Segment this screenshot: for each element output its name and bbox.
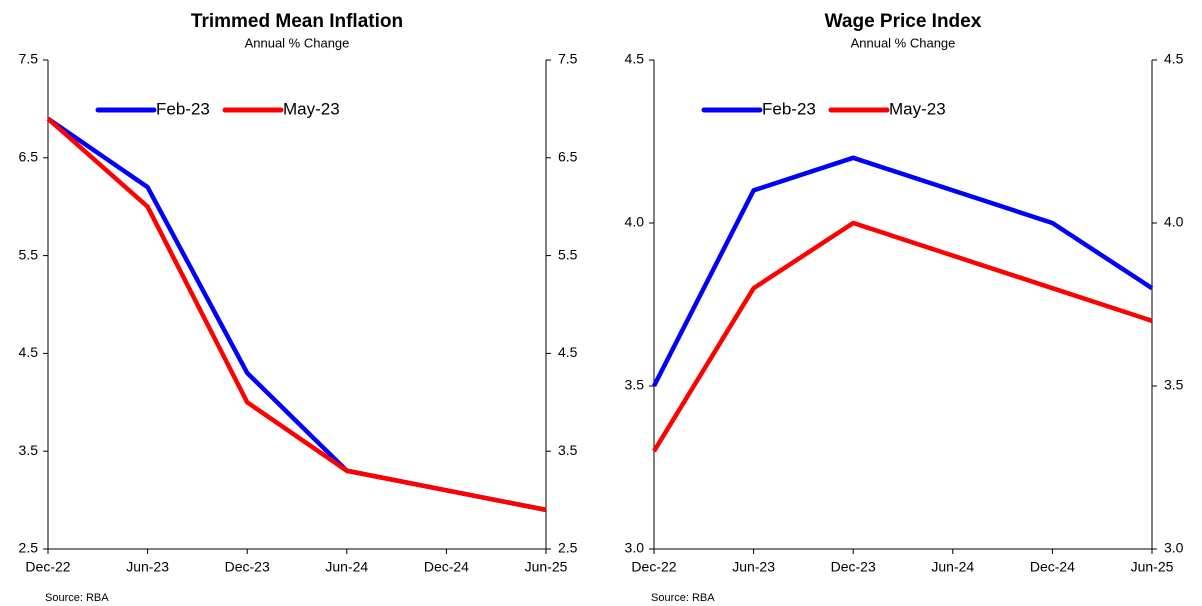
x-tick-label: Jun-25 <box>525 559 568 575</box>
data-line <box>651 155 1154 388</box>
y-tick-label: 4.5 <box>625 51 645 67</box>
y2-tick-label: 2.5 <box>558 540 578 556</box>
y2-tick-label: 4.5 <box>1164 51 1184 67</box>
x-tick-label: Dec-24 <box>1030 559 1075 575</box>
chart-subtitle: Annual % Change <box>851 35 956 50</box>
y2-tick-label: 5.5 <box>558 246 578 262</box>
data-line <box>652 220 1153 453</box>
x-tick-label: Jun-24 <box>931 559 974 575</box>
x-tick-label: Jun-23 <box>732 559 775 575</box>
legend-label: May-23 <box>283 99 340 118</box>
source-note: Source: RBA <box>45 592 109 604</box>
chart-title: Trimmed Mean Inflation <box>191 11 403 32</box>
x-tick-label: Jun-25 <box>1131 559 1174 575</box>
y2-tick-label: 4.0 <box>1164 214 1184 230</box>
y2-tick-label: 7.5 <box>558 51 578 67</box>
legend-label: Feb-23 <box>156 99 210 118</box>
x-tick-label: Dec-22 <box>25 559 70 575</box>
y-tick-label: 6.5 <box>19 149 39 165</box>
chart-subtitle: Annual % Change <box>245 35 350 50</box>
legend-label: May-23 <box>889 99 946 118</box>
x-tick-label: Dec-24 <box>424 559 469 575</box>
chart-title: Wage Price Index <box>825 11 982 32</box>
y-tick-label: 5.5 <box>19 246 39 262</box>
y-tick-label: 4.5 <box>19 344 39 360</box>
y2-tick-label: 3.0 <box>1164 540 1184 556</box>
data-line <box>46 116 547 513</box>
y-tick-label: 4.0 <box>625 214 645 230</box>
x-tick-label: Dec-22 <box>631 559 676 575</box>
x-tick-label: Dec-23 <box>225 559 270 575</box>
x-tick-label: Dec-23 <box>831 559 876 575</box>
legend-label: Feb-23 <box>762 99 816 118</box>
y2-tick-label: 4.5 <box>558 344 578 360</box>
x-tick-label: Jun-23 <box>126 559 169 575</box>
y-tick-label: 3.5 <box>19 442 39 458</box>
data-line <box>46 116 547 513</box>
y2-tick-label: 3.5 <box>558 442 578 458</box>
y2-tick-label: 6.5 <box>558 149 578 165</box>
y-tick-label: 7.5 <box>19 51 39 67</box>
y-tick-label: 3.0 <box>625 540 645 556</box>
source-note: Source: RBA <box>651 592 715 604</box>
y-tick-label: 2.5 <box>19 540 39 556</box>
y2-tick-label: 3.5 <box>1164 377 1184 393</box>
y-tick-label: 3.5 <box>625 377 645 393</box>
x-tick-label: Jun-24 <box>325 559 368 575</box>
